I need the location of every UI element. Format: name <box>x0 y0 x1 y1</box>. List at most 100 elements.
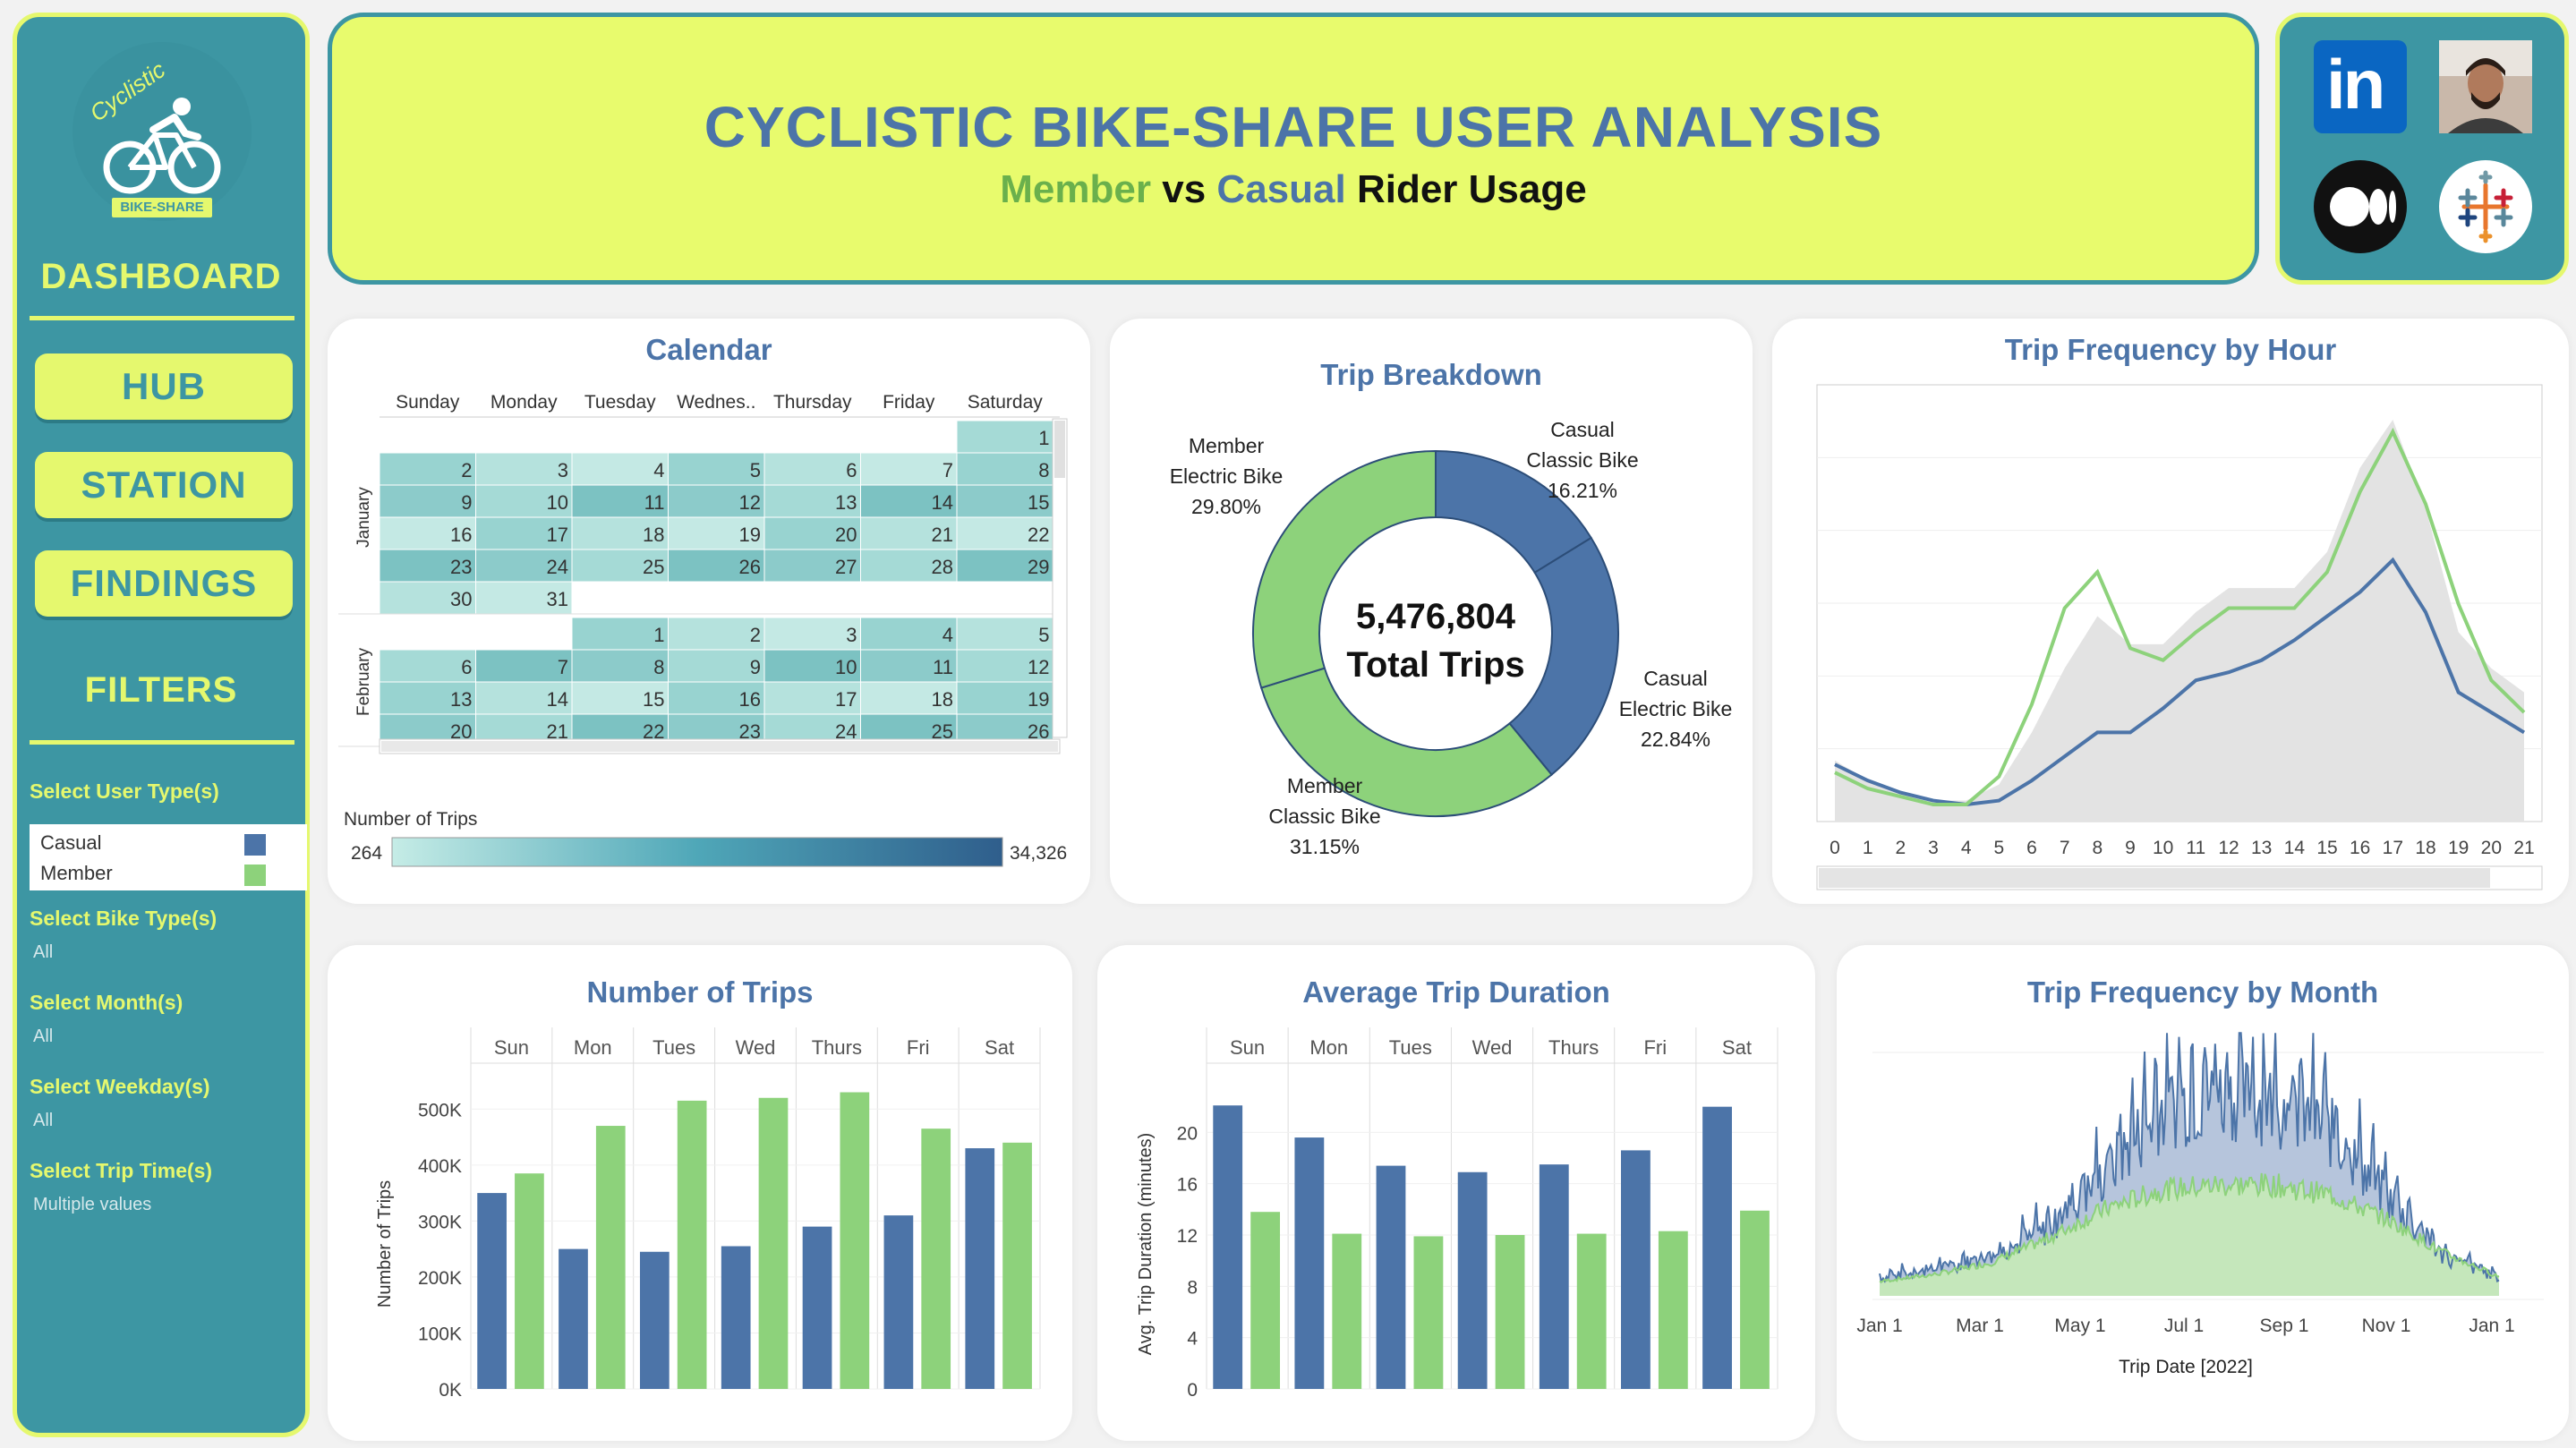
hour-tick-label: 17 <box>2383 838 2403 858</box>
month-line-casual <box>1879 1032 2500 1284</box>
page-subtitle: Member vs Casual Rider Usage <box>332 167 2255 212</box>
subtitle-vs: vs <box>1162 167 1207 211</box>
weekday-filter-value[interactable]: All <box>33 1111 54 1130</box>
calendar-day-number: 14 <box>932 491 953 514</box>
month-filter-value[interactable]: All <box>33 1026 54 1046</box>
bar-member <box>1413 1236 1444 1389</box>
bar-category-label: Thurs <box>812 1036 862 1059</box>
bar-member <box>921 1129 951 1389</box>
bar-member <box>1740 1210 1770 1389</box>
bar-casual <box>639 1251 670 1389</box>
calendar-legend-max: 34,326 <box>1010 843 1067 864</box>
bike-type-filter-value[interactable]: All <box>33 942 54 962</box>
calendar-day-number: 15 <box>643 688 664 711</box>
weekday-filter-label[interactable]: Select Weekday(s) <box>30 1075 210 1098</box>
bar-category-label: Thurs <box>1548 1036 1599 1059</box>
calendar-day-number: 22 <box>1028 524 1049 546</box>
calendar-day-cell <box>956 420 1053 454</box>
calendar-day-number: 3 <box>558 459 568 481</box>
calendar-day-cell <box>668 681 765 715</box>
bar-category-label: Sun <box>494 1036 529 1059</box>
user-type-casual[interactable]: Casual <box>40 830 300 856</box>
bar-member <box>595 1126 626 1389</box>
profile-photo[interactable] <box>2439 40 2532 133</box>
hour-scrollbar-thumb <box>1819 868 2490 888</box>
calendar-day-cell <box>668 452 765 486</box>
month-x-axis-label: Trip Date [2022] <box>2119 1357 2253 1377</box>
user-type-label: Casual <box>40 831 102 854</box>
calendar-day-number: 1 <box>653 624 664 646</box>
bar-y-tick: 20 <box>1177 1123 1198 1144</box>
total-trips-value: 5,476,804 <box>1356 597 1516 636</box>
trip-breakdown-card: Trip Breakdown 5,476,804 Total Trips Casua… <box>1110 319 1753 904</box>
calendar-day-number: 19 <box>1028 688 1049 711</box>
bar-y-tick: 8 <box>1187 1277 1198 1298</box>
month-tick-label: Jan 1 <box>2469 1316 2514 1336</box>
month-line-member <box>1879 1172 2500 1283</box>
sidebar: Cyclistic BIKE-SHARE DASHBOARD HUB STATI… <box>13 13 310 1437</box>
calendar-day-number: 29 <box>1028 556 1049 578</box>
hour-tick-label: 1 <box>1863 838 1873 858</box>
user-type-member[interactable]: Member <box>40 860 300 887</box>
bike-type-filter-label[interactable]: Select Bike Type(s) <box>30 907 218 930</box>
calendar-day-number: 11 <box>644 491 665 514</box>
calendar-day-number: 10 <box>835 656 857 678</box>
tableau-logo <box>2458 170 2513 243</box>
calendar-day-number: 18 <box>643 524 664 546</box>
month-filter-label[interactable]: Select Month(s) <box>30 991 183 1014</box>
calendar-weekday: Friday <box>883 392 935 413</box>
hour-tick-label: 21 <box>2513 838 2534 858</box>
hub-button[interactable]: HUB <box>35 353 293 420</box>
calendar-day-cell <box>956 549 1053 583</box>
bar-member <box>1332 1233 1362 1389</box>
calendar-day-cell <box>860 681 958 715</box>
tableau-icon[interactable] <box>2439 160 2532 253</box>
calendar-legend-title: Number of Trips <box>344 809 477 830</box>
header-banner: CYCLISTIC BIKE-SHARE USER ANALYSIS Membe… <box>328 13 2259 285</box>
casual-swatch <box>244 834 266 856</box>
bar-member <box>840 1092 870 1389</box>
hour-tick-label: 20 <box>2481 838 2502 858</box>
station-button[interactable]: STATION <box>35 452 293 518</box>
donut-label: 16.21% <box>1548 479 1617 502</box>
calendar-day-number: 2 <box>461 459 472 481</box>
medium-icon[interactable] <box>2314 160 2407 253</box>
linkedin-icon[interactable]: in <box>2314 40 2407 133</box>
dashboard-label: DASHBOARD <box>40 257 282 296</box>
bar-category-label: Wed <box>736 1036 776 1059</box>
findings-button[interactable]: FINDINGS <box>35 550 293 617</box>
person-icon <box>2439 40 2532 133</box>
bar-casual <box>559 1248 588 1389</box>
calendar-day-cell <box>571 452 669 486</box>
user-type-filter[interactable]: Casual Member <box>30 824 307 890</box>
cyclistic-logo: Cyclistic BIKE-SHARE <box>73 42 252 221</box>
user-type-filter-label: Select User Type(s) <box>30 779 219 803</box>
calendar-day-cell <box>763 484 861 518</box>
calendar-day-number: 9 <box>461 491 472 514</box>
calendar-month-label: February <box>354 647 373 716</box>
hour-line-casual <box>1834 557 2526 807</box>
calendar-legend-min: 264 <box>351 843 382 864</box>
member-swatch <box>244 865 266 886</box>
calendar-day-cell <box>475 549 573 583</box>
hour-tick-label: 19 <box>2448 838 2469 858</box>
month-tick-label: Jan 1 <box>1856 1316 1902 1336</box>
calendar-day-cell <box>475 649 573 683</box>
calendar-day-cell <box>379 549 476 583</box>
calendar-day-number: 27 <box>835 556 857 578</box>
calendar-day-cell <box>571 516 669 550</box>
bar-casual <box>721 1246 751 1389</box>
bar-y-tick: 0 <box>1187 1380 1198 1401</box>
bar-category-label: Sat <box>985 1036 1014 1059</box>
bar-y-tick: 0K <box>439 1380 462 1401</box>
calendar-day-number: 7 <box>943 459 953 481</box>
hour-area-all <box>1835 419 2524 822</box>
subtitle-rest: Rider Usage <box>1356 167 1587 211</box>
calendar-day-cell <box>763 516 861 550</box>
trip-time-filter-label[interactable]: Select Trip Time(s) <box>30 1159 213 1182</box>
hour-tick-label: 0 <box>1830 838 1840 858</box>
bar-casual <box>965 1148 995 1389</box>
trip-time-filter-value[interactable]: Multiple values <box>33 1195 152 1214</box>
donut-label: Casual <box>1643 667 1708 690</box>
